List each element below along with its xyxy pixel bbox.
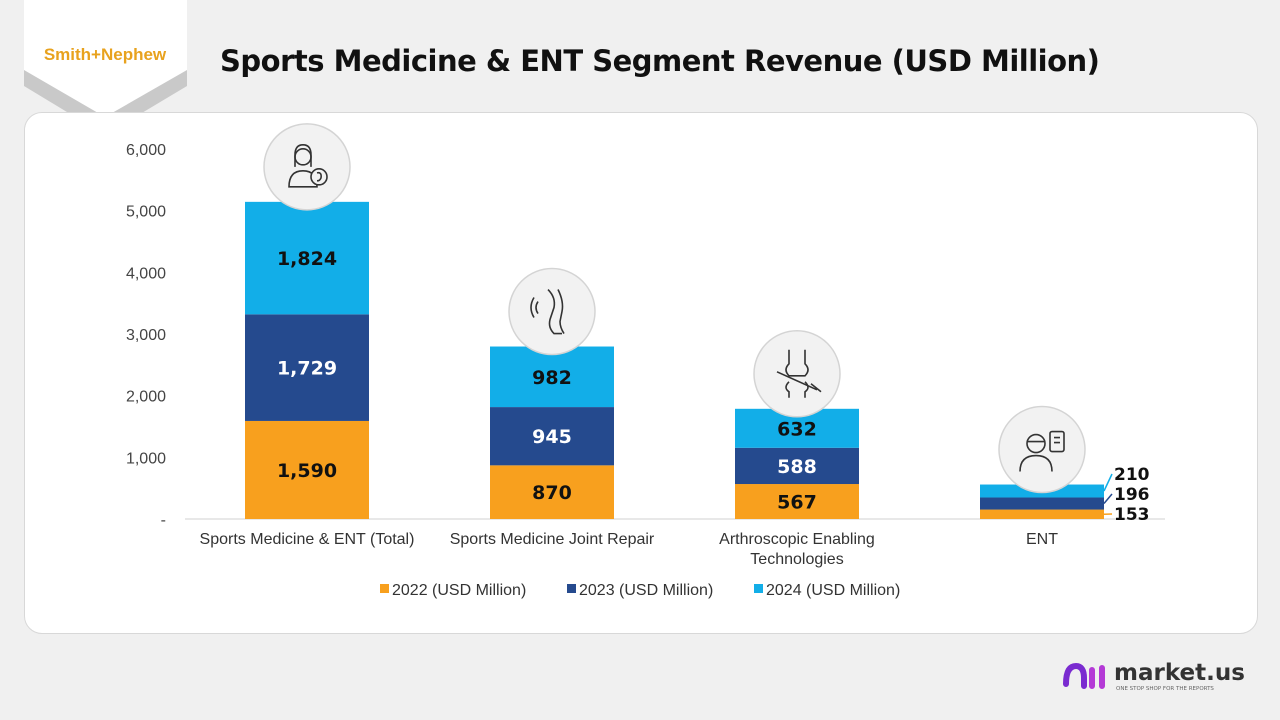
y-tick-label: 5,000 (126, 204, 166, 221)
data-label: 1,729 (277, 358, 337, 380)
bar-segment (980, 509, 1104, 519)
data-label-leader-line (1103, 473, 1113, 492)
data-label: 1,590 (277, 460, 337, 482)
y-tick-label: 2,000 (126, 389, 166, 406)
bar-segment (245, 420, 369, 519)
data-label: 588 (777, 456, 817, 478)
bar-segment (735, 447, 859, 485)
brand-tagline: ONE STOP SHOP FOR THE REPORTS (1116, 686, 1214, 692)
svg-text:Smith+Nephew: Smith+Nephew (44, 45, 167, 64)
page-title: Sports Medicine & ENT Segment Revenue (U… (220, 44, 1100, 78)
y-tick-label: 4,000 (126, 265, 166, 282)
doctor-ear-icon-circle (263, 123, 351, 211)
y-tick-label: 1,000 (126, 450, 166, 467)
data-label: 870 (532, 482, 572, 504)
bar-segment (490, 346, 614, 408)
bar-segment (245, 314, 369, 421)
patient-clipboard-icon (1019, 430, 1065, 472)
legend-label: 2023 (USD Million) (579, 582, 713, 599)
x-category-label: Sports Medicine & ENT (Total) (200, 531, 415, 548)
knee-joint-arthroscope-icon-circle (753, 330, 841, 418)
brand-name: market.us (1114, 660, 1245, 686)
doctor-ear-icon (288, 144, 328, 188)
data-label: 945 (532, 426, 572, 448)
y-tick-label: 3,000 (126, 327, 166, 344)
legend-label: 2022 (USD Million) (392, 582, 526, 599)
legend-swatch (567, 584, 576, 593)
data-label: 567 (777, 492, 817, 514)
smith-nephew-logo-banner: Smith+Nephew (24, 0, 187, 135)
data-label-leader-line (1103, 493, 1113, 505)
data-label: 210 (1114, 465, 1150, 485)
market-us-logo: market.us ONE STOP SHOP FOR THE REPORTS (1062, 656, 1262, 696)
bar-segment (980, 497, 1104, 510)
bar-segment (490, 465, 614, 519)
chart-card (24, 112, 1258, 634)
knee-joint-arthroscope-icon (776, 349, 822, 398)
bar-segment (245, 201, 369, 315)
knee-pain-icon (530, 288, 565, 335)
legend-swatch (380, 584, 389, 593)
data-label: 153 (1114, 505, 1150, 525)
data-label: 982 (532, 367, 572, 389)
x-category-label: Arthroscopic Enabling Technologies (719, 531, 875, 568)
x-category-label: Sports Medicine Joint Repair (450, 531, 655, 548)
bar-segment (735, 484, 859, 519)
legend-label: 2024 (USD Million) (766, 582, 900, 599)
legend-swatch (754, 584, 763, 593)
y-tick-label: 6,000 (126, 142, 166, 159)
data-label: 1,824 (277, 248, 337, 270)
bar-segment (490, 407, 614, 466)
data-label: 196 (1114, 485, 1150, 505)
data-label: 632 (777, 418, 817, 440)
x-category-label: ENT (1026, 531, 1058, 548)
y-tick-label: - (161, 512, 166, 529)
